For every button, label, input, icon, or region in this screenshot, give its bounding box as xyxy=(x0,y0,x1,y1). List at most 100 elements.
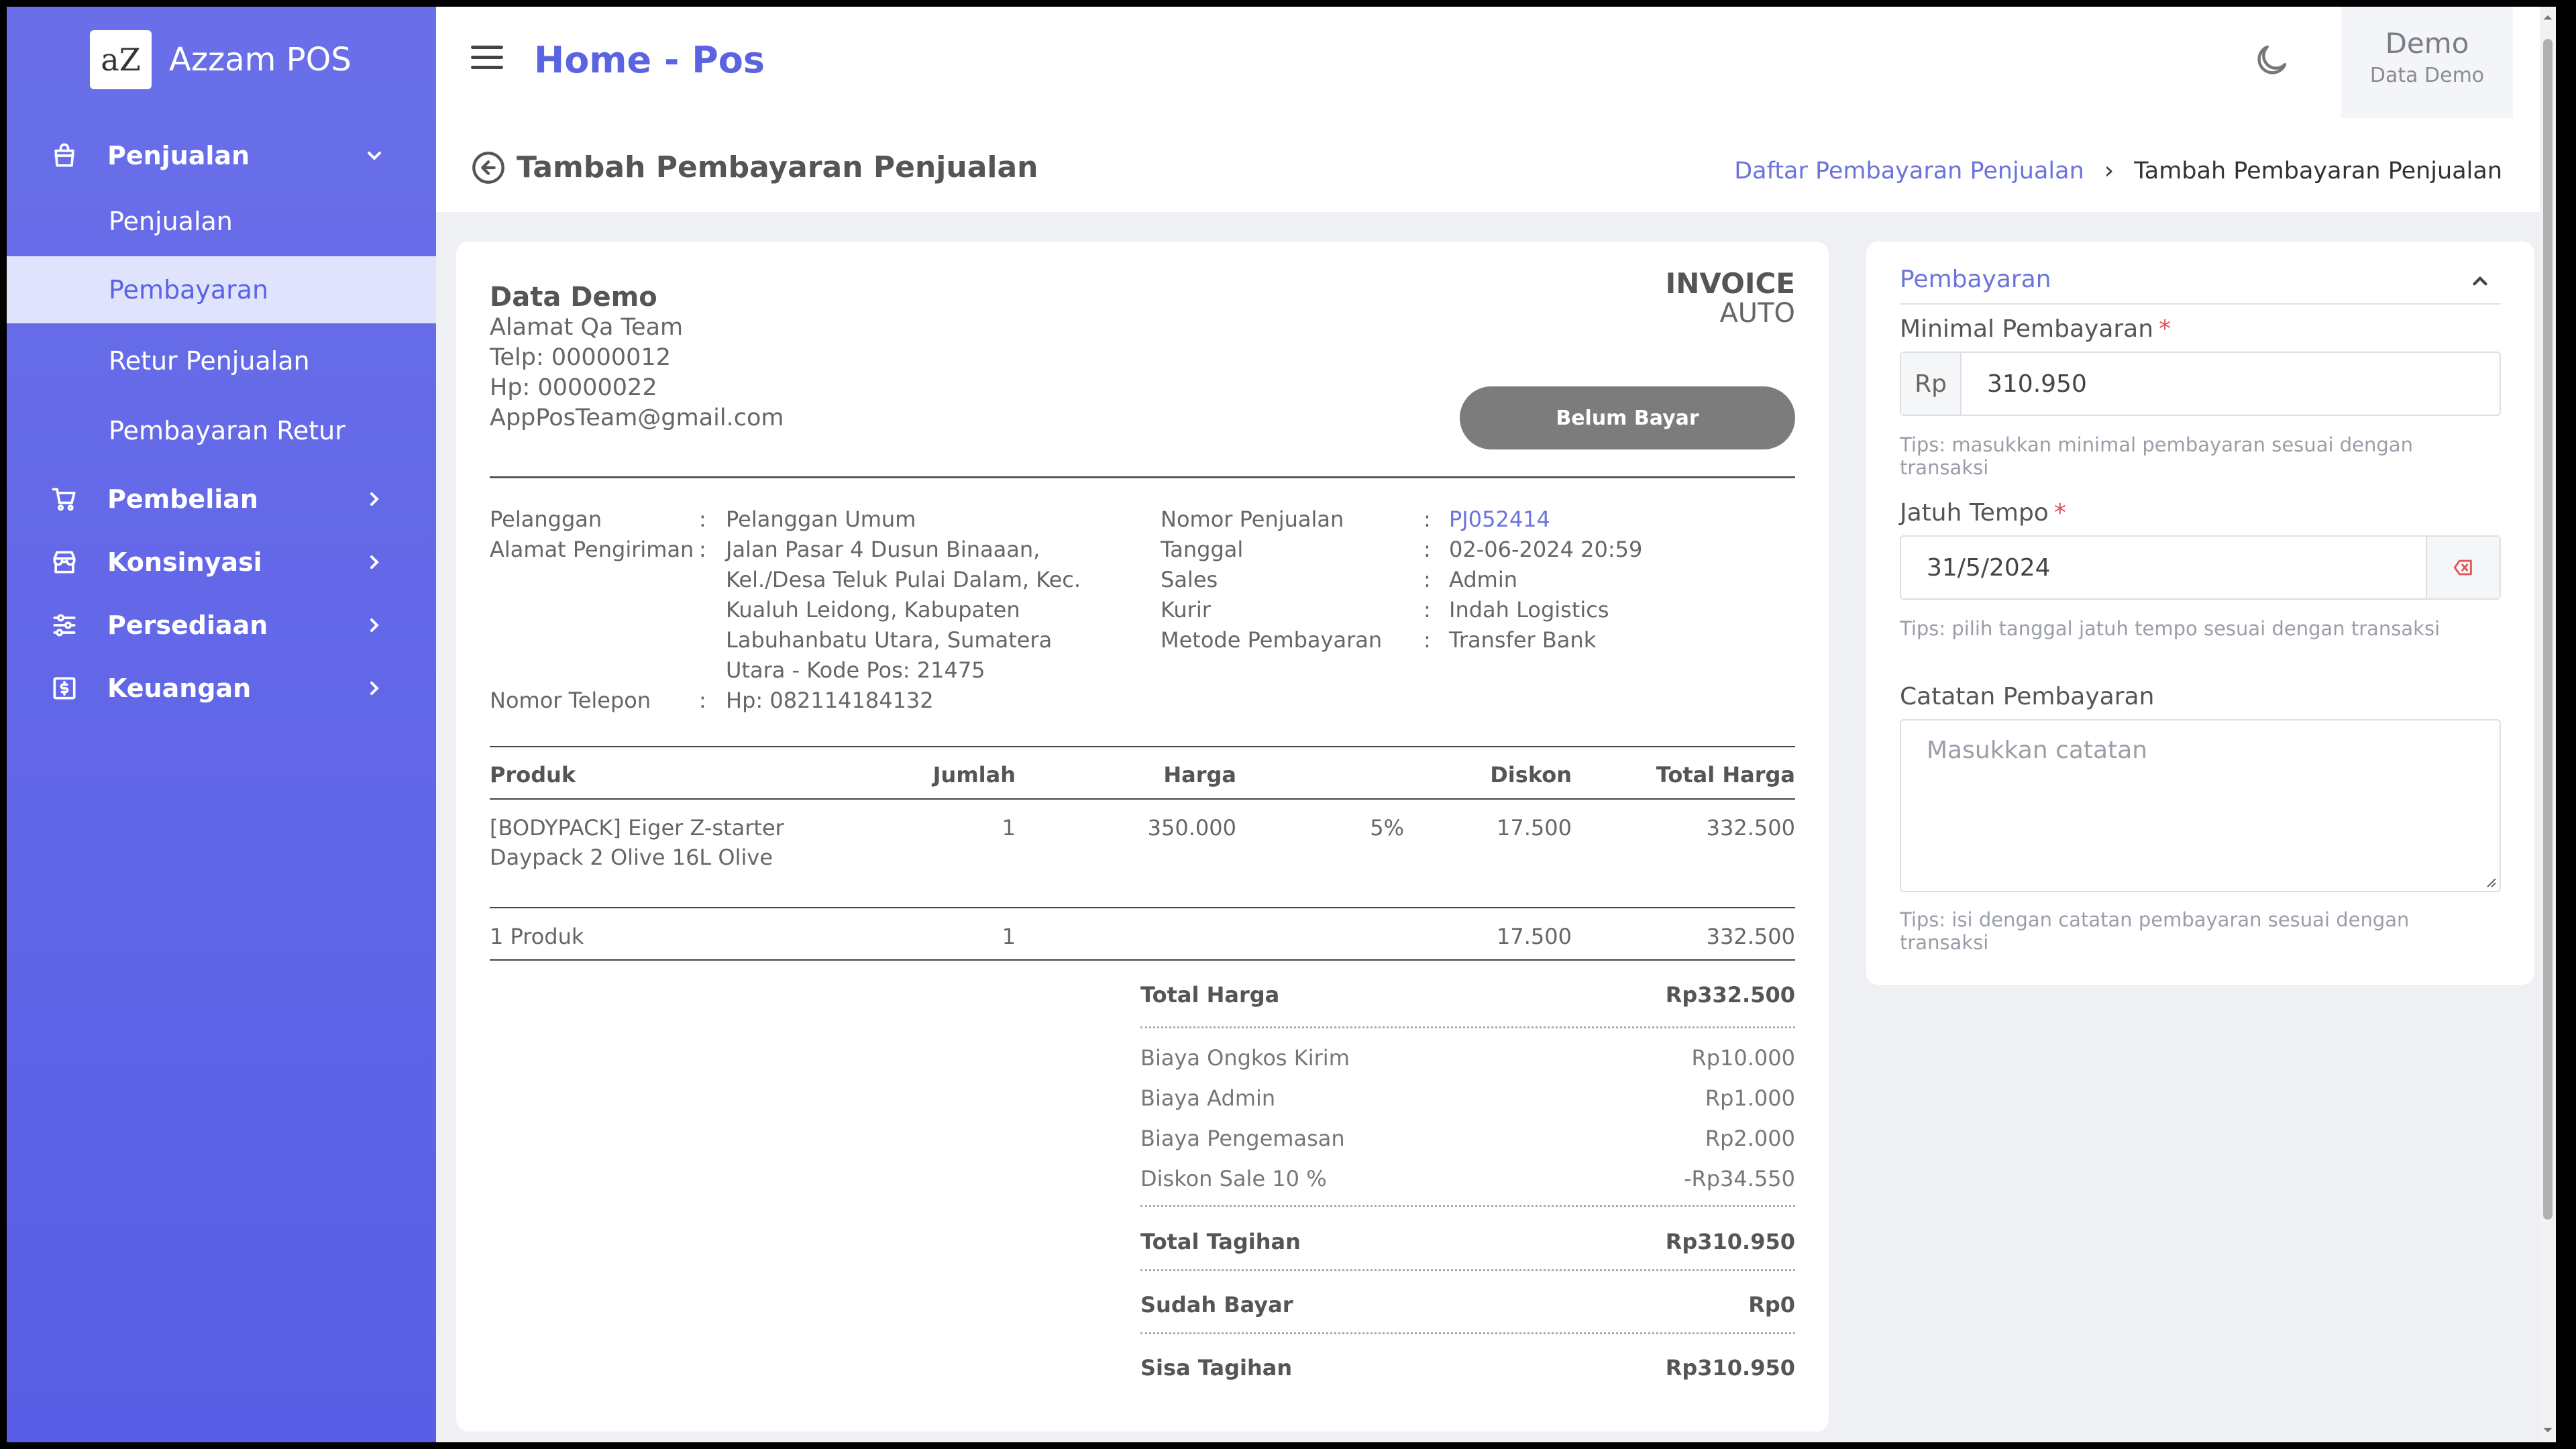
scrollbar-thumb[interactable] xyxy=(2543,39,2553,1220)
min-payment-tip: Tips: masukkan minimal pembayaran sesuai… xyxy=(1900,433,2413,479)
due-date-input[interactable]: 31/5/2024 xyxy=(1927,553,2051,582)
summary-charge-label: Biaya Admin xyxy=(1140,1085,1276,1111)
app-window: aZ Azzam POS Penjualan Penjualan Pembaya… xyxy=(7,7,2556,1442)
sidebar-item-keuangan[interactable]: Keuangan xyxy=(7,656,436,720)
due-date-field[interactable]: 31/5/2024 xyxy=(1900,535,2501,600)
sidebar-item-persediaan[interactable]: Persediaan xyxy=(7,593,436,657)
note-label: Catatan Pembayaran xyxy=(1900,683,2155,710)
product-name: [BODYPACK] Eiger Z-starter xyxy=(490,815,784,841)
product-qty: 1 xyxy=(1002,815,1016,841)
page-title: Tambah Pembayaran Penjualan xyxy=(517,150,1038,184)
product-total: 332.500 xyxy=(1706,815,1795,841)
scroll-up-arrow-icon[interactable] xyxy=(2542,12,2553,23)
sliders-icon xyxy=(53,614,76,637)
table-footer-discount: 17.500 xyxy=(1497,924,1572,949)
sidebar-item-konsinyasi[interactable]: Konsinyasi xyxy=(7,530,436,594)
note-textarea[interactable]: Masukkan catatan xyxy=(1900,719,2501,892)
breadcrumb-current: Tambah Pembayaran Penjualan xyxy=(2134,157,2502,184)
chevron-right-icon xyxy=(370,492,379,506)
company-address: Alamat Qa Team xyxy=(490,314,684,341)
user-role: Data Demo xyxy=(2369,64,2485,87)
meta-label: Kurir xyxy=(1161,597,1211,623)
sidebar-subitem-penjualan[interactable]: Penjualan xyxy=(7,188,436,255)
table-header-product: Produk xyxy=(490,762,576,788)
meta-label: Nomor Penjualan xyxy=(1161,506,1344,532)
user-menu[interactable]: Demo Data Demo xyxy=(2341,7,2513,118)
payment-section-title[interactable]: Pembayaran xyxy=(1900,266,2051,293)
product-name: Daypack 2 Olive 16L Olive xyxy=(490,845,773,870)
page-header: Tambah Pembayaran Penjualan Daftar Pemba… xyxy=(436,118,2556,212)
address-line: Jalan Pasar 4 Dusun Binaaan, xyxy=(726,537,1040,562)
summary-total-label: Total Harga xyxy=(1140,982,1280,1008)
summary-charge-value: Rp10.000 xyxy=(1691,1045,1795,1071)
page-heading: Home - Pos xyxy=(534,39,765,81)
company-hp: Hp: 00000022 xyxy=(490,374,657,401)
colon: : xyxy=(1424,537,1431,562)
table-footer-total: 332.500 xyxy=(1706,924,1795,949)
min-payment-field[interactable]: Rp 310.950 xyxy=(1900,352,2501,416)
address-line: Utara - Kode Pos: 21475 xyxy=(726,657,985,683)
sidebar-subitem-pembayaran-retur[interactable]: Pembayaran Retur xyxy=(7,397,436,464)
breadcrumb-link[interactable]: Daftar Pembayaran Penjualan xyxy=(1734,157,2084,184)
dotted-divider xyxy=(1140,1332,1795,1334)
dotted-divider xyxy=(1140,1269,1795,1271)
address-line: Kualuh Leidong, Kabupaten xyxy=(726,597,1020,623)
chevron-right-icon xyxy=(370,682,379,695)
sidebar-item-label: Pembelian xyxy=(107,484,258,514)
company-telp: Telp: 00000012 xyxy=(490,344,671,371)
status-badge: Belum Bayar xyxy=(1460,386,1795,449)
table-footer-qty: 1 xyxy=(1002,924,1016,949)
due-date-label: Jatuh Tempo * xyxy=(1900,499,2066,527)
table-header-total: Total Harga xyxy=(1656,762,1795,788)
product-discount-pct: 5% xyxy=(1370,815,1404,841)
min-payment-input[interactable]: 310.950 xyxy=(1987,370,2087,398)
resize-handle-icon[interactable] xyxy=(2483,875,2497,888)
sidebar-subitem-label: Penjualan xyxy=(109,207,233,236)
brand-name: Azzam POS xyxy=(169,41,352,78)
invoice-heading: INVOICE xyxy=(1665,267,1795,300)
sidebar-item-label: Konsinyasi xyxy=(107,547,262,577)
scroll-down-arrow-icon[interactable] xyxy=(2542,1425,2553,1436)
hamburger-menu-icon[interactable] xyxy=(471,46,503,72)
breadcrumb: Daftar Pembayaran Penjualan › Tambah Pem… xyxy=(1734,157,2502,184)
clear-date-button[interactable] xyxy=(2426,537,2500,598)
due-date-tip: Tips: pilih tanggal jatuh tempo sesuai d… xyxy=(1900,617,2440,640)
sidebar-subitem-retur-penjualan[interactable]: Retur Penjualan xyxy=(7,327,436,394)
sidebar-subitem-label: Retur Penjualan xyxy=(109,346,310,376)
invoice-number-mode: AUTO xyxy=(1719,298,1795,329)
sidebar-subitem-pembayaran[interactable]: Pembayaran xyxy=(7,256,436,323)
divider xyxy=(490,959,1795,961)
brand[interactable]: aZ Azzam POS xyxy=(90,30,352,90)
required-mark: * xyxy=(2159,315,2171,343)
min-payment-label-text: Minimal Pembayaran xyxy=(1900,315,2154,343)
meta-value: Indah Logistics xyxy=(1449,597,1609,623)
brand-logo: aZ xyxy=(90,30,152,89)
table-header-price: Harga xyxy=(1163,762,1236,788)
colon: : xyxy=(699,688,706,713)
colon: : xyxy=(1424,627,1431,653)
shopping-bag-icon xyxy=(54,143,74,167)
summary-paid-label: Sudah Bayar xyxy=(1140,1292,1293,1318)
note-tip: Tips: isi dengan catatan pembayaran sesu… xyxy=(1900,908,2410,954)
summary-total-tagihan-value: Rp310.950 xyxy=(1665,1229,1795,1254)
payment-card: Pembayaran Minimal Pembayaran * Rp 310.95… xyxy=(1866,241,2534,985)
money-icon xyxy=(53,677,76,700)
chevron-up-icon[interactable] xyxy=(2469,270,2491,292)
meta-label: Metode Pembayaran xyxy=(1161,627,1383,653)
chevron-right-icon: › xyxy=(2104,157,2114,184)
back-arrow-icon[interactable] xyxy=(471,150,506,185)
summary-total-tagihan-label: Total Tagihan xyxy=(1140,1229,1301,1254)
colon: : xyxy=(699,537,706,562)
phone-label: Nomor Telepon xyxy=(490,688,651,713)
sales-number-link[interactable]: PJ052414 xyxy=(1449,506,1550,532)
address-line: Labuhanbatu Utara, Sumatera xyxy=(726,627,1053,653)
colon: : xyxy=(699,506,706,532)
divider xyxy=(1900,303,2501,305)
product-discount: 17.500 xyxy=(1497,815,1572,841)
sidebar-item-penjualan[interactable]: Penjualan xyxy=(7,123,436,188)
customer-value: Pelanggan Umum xyxy=(726,506,916,532)
summary-charge-value: Rp1.000 xyxy=(1705,1085,1795,1111)
scrollbar[interactable] xyxy=(2540,7,2556,1442)
moon-icon[interactable] xyxy=(2251,40,2292,80)
sidebar-item-pembelian[interactable]: Pembelian xyxy=(7,467,436,531)
